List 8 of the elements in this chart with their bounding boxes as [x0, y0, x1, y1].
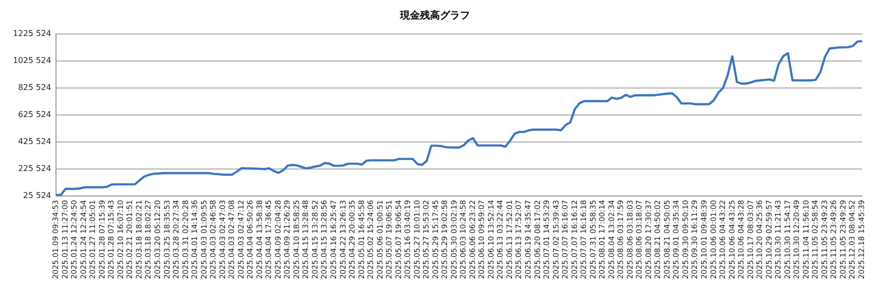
y-tick-label: 225 524	[18, 164, 52, 174]
chart-title: 現金残高グラフ	[399, 10, 470, 22]
y-tick-label: 1025 524	[13, 56, 52, 66]
y-tick-label: 425 524	[18, 137, 52, 146]
y-tick-label: 625 524	[18, 110, 52, 120]
y-tick-label: 1225 524	[13, 29, 52, 38]
y-tick-label: 25 524	[23, 191, 52, 200]
y-tick-label: 825 524	[18, 83, 52, 92]
